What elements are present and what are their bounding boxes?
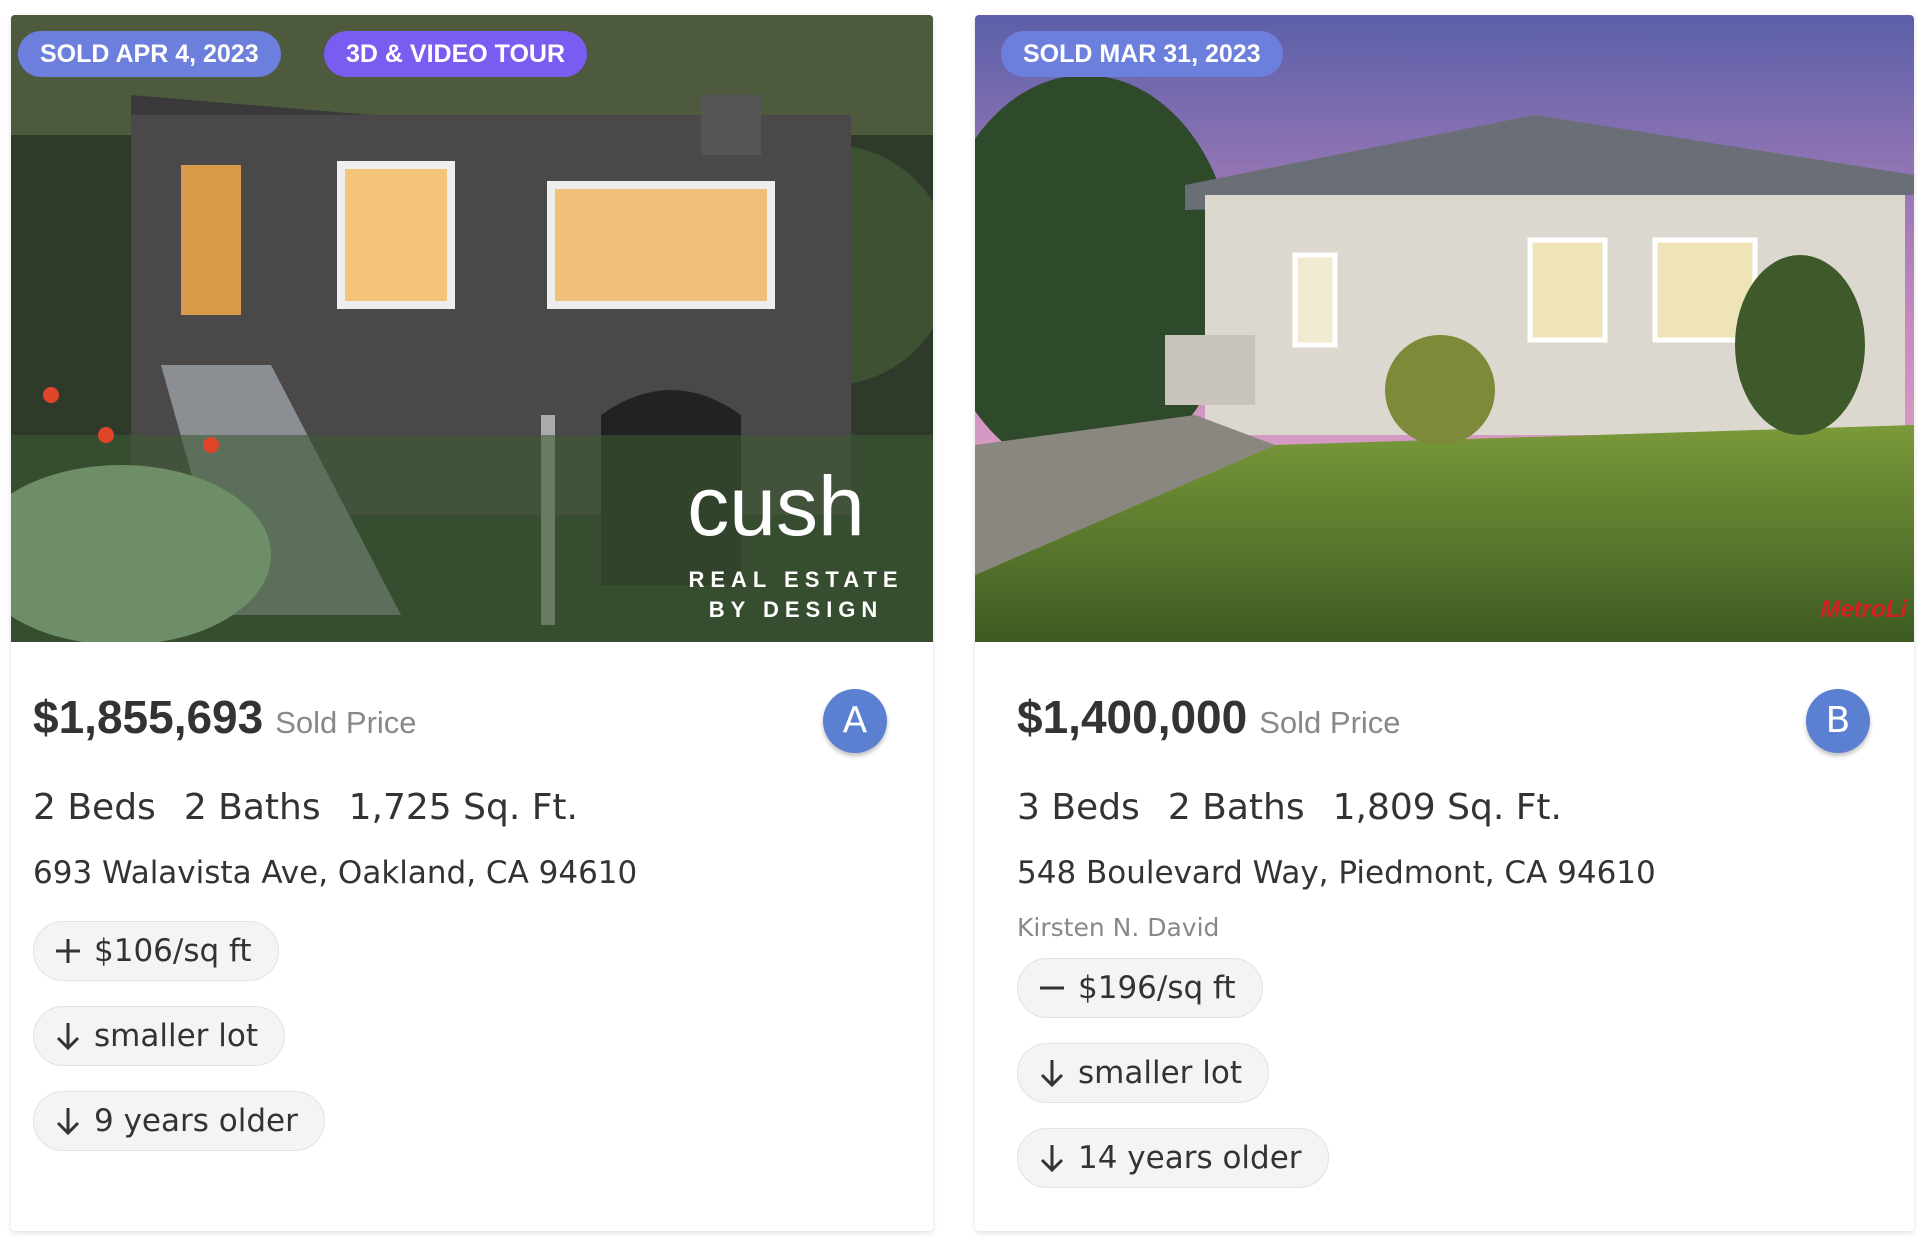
minus-icon [1040,986,1064,990]
listing-card[interactable]: cush REAL ESTATE BY DESIGN SOLD APR 4, 2… [11,15,933,1231]
comparison-pill: 9 years older [33,1091,325,1151]
listing-photo[interactable]: MetroLi [975,15,1914,642]
down-icon [1040,1060,1064,1088]
map-marker[interactable]: B [1806,689,1870,753]
area: 1,809 Sq. Ft. [1332,787,1562,828]
watermark-logo: MetroLi [1820,596,1908,623]
comparison-pill: $106/sq ft [33,921,279,981]
comparison-text: 14 years older [1078,1140,1302,1176]
price-row: $1,855,693 Sold Price [33,690,417,744]
watermark-tagline: REAL ESTATE [688,567,903,592]
beds: 2 Beds [33,787,156,828]
agent: Kirsten N. David [1017,913,1220,942]
price-label: Sold Price [1259,705,1401,740]
beds: 3 Beds [1017,787,1140,828]
comparison-text: 9 years older [94,1103,298,1139]
comparison-text: $106/sq ft [94,933,252,969]
comparison-pill: smaller lot [1017,1043,1269,1103]
comparison-pill: 14 years older [1017,1128,1329,1188]
comparison-pill: smaller lot [33,1006,285,1066]
comparison-text: $196/sq ft [1078,970,1236,1006]
watermark-logo: cush [687,459,864,553]
price-row: $1,400,000 Sold Price [1017,690,1401,744]
comparison-pill: $196/sq ft [1017,958,1263,1018]
listing-photo[interactable]: cush REAL ESTATE BY DESIGN [11,15,933,642]
sold-badge: SOLD APR 4, 2023 [18,31,281,77]
facts: 2 Beds 2 Baths 1,725 Sq. Ft. [33,787,606,828]
comparison-text: smaller lot [1078,1055,1242,1091]
down-icon [56,1023,80,1051]
price: $1,400,000 [1017,691,1248,743]
baths: 2 Baths [183,787,321,828]
plus-icon [56,939,80,963]
address: 548 Boulevard Way, Piedmont, CA 94610 [1017,855,1656,891]
listing-card[interactable]: MetroLi SOLD MAR 31, 2023 $1,400,000 Sold… [975,15,1914,1231]
baths: 2 Baths [1167,787,1305,828]
price: $1,855,693 [33,691,264,743]
watermark-tagline: BY DESIGN [709,597,884,622]
price-label: Sold Price [275,705,417,740]
address: 693 Walavista Ave, Oakland, CA 94610 [33,855,638,891]
down-icon [56,1108,80,1136]
area: 1,725 Sq. Ft. [348,787,578,828]
sold-badge: SOLD MAR 31, 2023 [1001,31,1283,77]
tour-badge[interactable]: 3D & VIDEO TOUR [324,31,588,77]
comparison-text: smaller lot [94,1018,258,1054]
map-marker[interactable]: A [823,689,887,753]
facts: 3 Beds 2 Baths 1,809 Sq. Ft. [1017,787,1590,828]
down-icon [1040,1145,1064,1173]
